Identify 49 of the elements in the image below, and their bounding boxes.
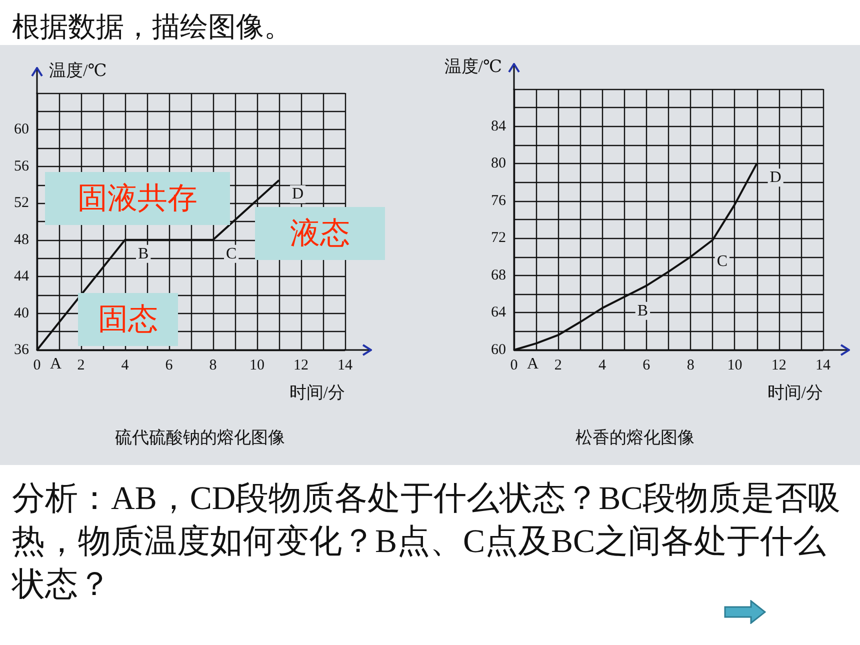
annotation: B [138, 245, 149, 262]
text: 松香的熔化图像 [576, 428, 694, 447]
y-tick-label: 72 [491, 230, 506, 246]
annotation: 固态 [78, 293, 178, 346]
x-tick-label: 12 [771, 358, 786, 374]
x-tick-label: 0 [33, 358, 41, 374]
annotation: C [716, 252, 728, 270]
y-tick-label: 84 [491, 118, 506, 134]
y-tick-label: 48 [14, 232, 29, 248]
y-tick-label: 52 [14, 195, 29, 212]
y-tick-label: 68 [491, 267, 506, 284]
x-tick-label: 14 [338, 358, 353, 374]
x-tick-label: 10 [250, 358, 264, 374]
x-tick-label: 10 [727, 358, 742, 374]
x-tick-label: 0 [510, 358, 518, 374]
y-tick-label: 76 [491, 192, 506, 209]
annotation: B [637, 302, 648, 320]
y-tick-label: 60 [14, 122, 29, 138]
x-axis-title: 时间/分 [767, 383, 823, 402]
x-tick-label: 4 [598, 358, 607, 374]
text: 硫代硫酸钠的熔化图像 [115, 428, 285, 447]
x-tick-label: 6 [165, 358, 174, 374]
y-tick-label: 44 [14, 268, 30, 285]
x-tick-label: 14 [816, 358, 831, 374]
annotation: D [770, 169, 782, 186]
y-tick-label: 56 [14, 158, 30, 174]
y-tick-label: 64 [491, 304, 506, 321]
annotation: D [292, 186, 304, 203]
y-axis-title: 温度/℃ [444, 57, 502, 76]
annotation: A [50, 356, 62, 372]
x-tick-label: 12 [294, 358, 308, 374]
y-tick-label: 80 [491, 156, 506, 172]
text: 分析：AB，CD段物质各处于什么状态？BC段物质是否吸热，物质温度如何变化？B点、C点及BC之间各处于什么状态？ [12, 480, 842, 605]
y-tick-label: 40 [14, 305, 29, 322]
x-tick-label: 8 [209, 358, 217, 374]
y-axis-title: 温度/℃ [49, 61, 107, 80]
y-tick-label: 60 [491, 342, 506, 358]
x-tick-label: 8 [686, 358, 694, 374]
y-tick-label: 36 [14, 342, 30, 358]
annotation: A [527, 356, 539, 372]
x-tick-label: 2 [554, 358, 562, 374]
x-tick-label: 4 [121, 358, 130, 374]
x-axis-title: 时间/分 [289, 383, 345, 402]
x-tick-label: 2 [77, 358, 85, 374]
annotation: C [226, 245, 237, 262]
x-tick-label: 6 [642, 358, 651, 374]
text: 根据数据，描绘图像。 [12, 11, 293, 45]
annotation: 液态 [255, 207, 385, 260]
annotation: 固液共存 [45, 172, 230, 225]
